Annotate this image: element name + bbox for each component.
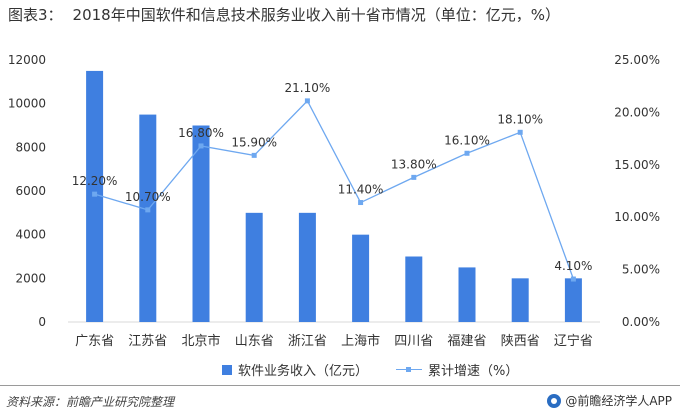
- brand-logo-icon: [547, 393, 562, 408]
- growth-marker-3: [198, 143, 204, 149]
- growth-marker-1: [92, 191, 98, 197]
- growth-data-label: 12.20%: [72, 174, 118, 188]
- chart-canvas: 0 2000 4000 6000 8000 10000 12000 0.00% 5.00% 10.…: [8, 53, 660, 349]
- left-axis-tick-label: 6000: [15, 184, 46, 198]
- category-label: 山东省: [235, 334, 274, 349]
- footer-divider: [0, 385, 680, 386]
- growth-marker-4: [251, 152, 257, 158]
- growth-data-label: 18.10%: [497, 112, 543, 126]
- category-label: 北京市: [181, 333, 220, 349]
- chart-title-text: 2018年中国软件和信息技术服务业收入前十省市情况（单位：亿元，%）: [72, 6, 560, 24]
- source-note: 资料来源：前瞻产业研究院整理: [6, 395, 175, 409]
- growth-marker-9: [517, 129, 523, 135]
- growth-data-label: 16.80%: [178, 126, 224, 140]
- bar-4: [245, 212, 263, 322]
- legend-line-swatch: [396, 364, 423, 376]
- left-axis-tick-label: 10000: [8, 97, 46, 111]
- bar-8: [458, 267, 476, 322]
- brand-credit: @前瞻经济学人APP: [547, 392, 672, 409]
- legend-item-bar: 软件业务收入（亿元）: [222, 360, 368, 379]
- growth-data-label: 21.10%: [285, 81, 331, 95]
- growth-data-label: 13.80%: [391, 157, 437, 171]
- growth-data-label: 11.40%: [338, 183, 384, 197]
- legend-bar-label: 软件业务收入（亿元）: [238, 364, 369, 379]
- bar-2: [139, 114, 157, 322]
- category-label: 江苏省: [128, 333, 167, 349]
- growth-marker-2: [145, 207, 151, 213]
- growth-marker-8: [464, 150, 470, 156]
- bar-5: [298, 212, 316, 322]
- right-axis-tick-label: 25.00%: [614, 53, 660, 67]
- growth-data-label: 15.90%: [231, 135, 277, 149]
- category-label: 辽宁省: [554, 333, 593, 349]
- growth-marker-5: [304, 98, 310, 104]
- category-label: 浙江省: [288, 334, 327, 349]
- chart-title-prefix: 图表3：: [8, 6, 63, 24]
- left-axis-tick-label: 12000: [8, 53, 46, 67]
- category-label: 四川省: [394, 334, 433, 349]
- bar-9: [511, 278, 529, 322]
- category-label: 上海市: [341, 333, 380, 349]
- bar-10: [564, 278, 582, 322]
- growth-marker-6: [358, 200, 364, 206]
- chart-legend: 软件业务收入（亿元） 累计增速（%）: [222, 360, 518, 379]
- left-axis-tick-label: 2000: [15, 271, 46, 285]
- bar-3: [192, 125, 210, 322]
- left-axis-tick-label: 4000: [15, 228, 46, 242]
- right-axis-tick-label: 0.00%: [622, 315, 660, 329]
- legend-item-line: 累计增速（%）: [396, 360, 518, 379]
- right-axis-tick-label: 5.00%: [622, 263, 660, 277]
- bar-7: [405, 256, 423, 322]
- right-axis-tick-label: 10.00%: [614, 210, 660, 224]
- right-axis-tick-label: 15.00%: [614, 158, 660, 172]
- left-axis-tick-label: 8000: [15, 140, 46, 154]
- growth-marker-7: [411, 174, 417, 180]
- growth-marker-10: [570, 276, 576, 282]
- category-label: 广东省: [75, 334, 114, 349]
- legend-line-label: 累计增速（%）: [428, 364, 519, 379]
- growth-data-label: 10.70%: [125, 190, 171, 204]
- bar-6: [352, 234, 370, 322]
- category-label: 福建省: [447, 334, 486, 349]
- growth-data-label: 16.10%: [444, 133, 490, 147]
- growth-data-label: 4.10%: [554, 259, 592, 273]
- chart-title: 图表3： 2018年中国软件和信息技术服务业收入前十省市情况（单位：亿元，%）: [8, 4, 560, 25]
- left-axis-tick-label: 0: [38, 315, 46, 329]
- brand-text: @前瞻经济学人APP: [565, 394, 672, 408]
- legend-bar-swatch: [222, 364, 232, 375]
- growth-line: [94, 99, 575, 280]
- right-axis-tick-label: 20.00%: [614, 105, 660, 119]
- category-label: 陕西省: [501, 334, 540, 349]
